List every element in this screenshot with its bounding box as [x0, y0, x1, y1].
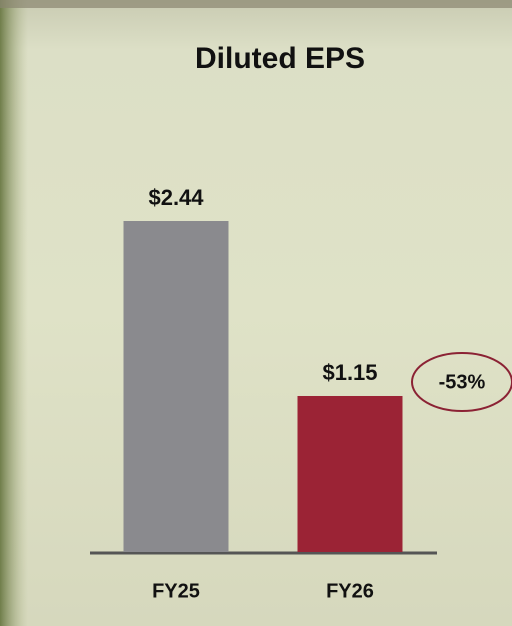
- change-annotation: -53%: [439, 371, 486, 393]
- bar: [297, 395, 403, 552]
- value-label: $2.44: [148, 185, 204, 210]
- background-top: [0, 0, 512, 8]
- x-tick-label: FY26: [326, 580, 374, 602]
- bar: [123, 221, 229, 552]
- chart-title: Diluted EPS: [195, 42, 365, 75]
- background-edge: [0, 0, 28, 626]
- x-tick-label: FY25: [152, 580, 200, 602]
- value-label: $1.15: [322, 360, 377, 385]
- change-ellipse: [411, 352, 512, 412]
